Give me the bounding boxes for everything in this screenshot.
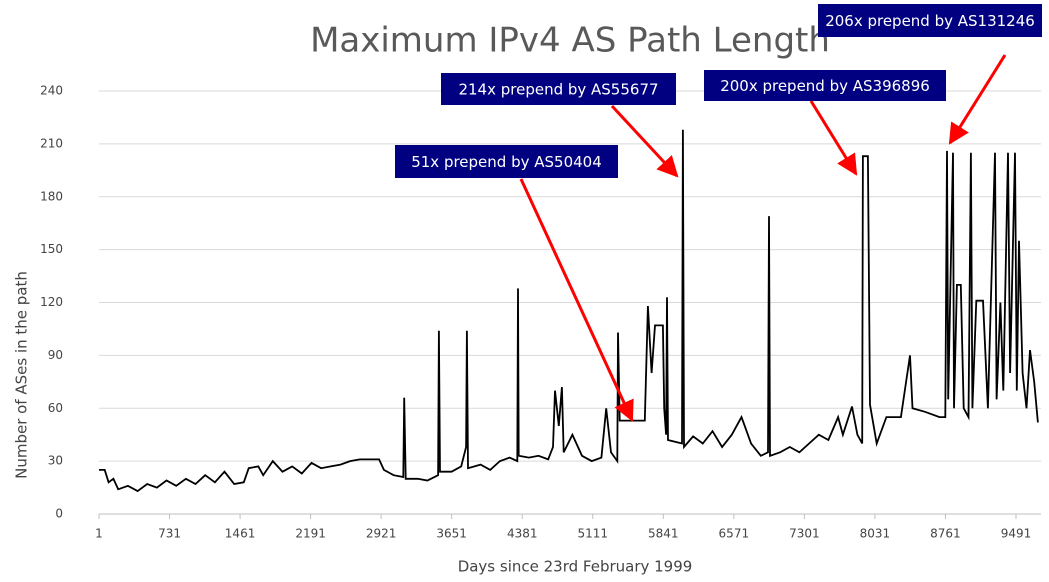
y-tick-label: 240	[40, 84, 63, 98]
annotation-box	[704, 70, 946, 101]
x-tick-label: 6571	[719, 527, 750, 541]
y-tick-label: 120	[40, 295, 63, 309]
annotation-box	[441, 73, 676, 105]
x-tick-label: 4381	[507, 527, 538, 541]
x-tick-label: 731	[158, 527, 181, 541]
x-axis-label: Days since 23rd February 1999	[458, 558, 693, 576]
y-tick-label: 150	[40, 242, 63, 256]
annotation-arrow	[948, 54, 1007, 145]
x-tick-label: 1	[95, 527, 103, 541]
annotation-text: 206x prepend by AS131246	[825, 12, 1035, 30]
annotation-box	[395, 145, 618, 178]
y-tick-label: 60	[48, 401, 63, 415]
x-tick-label: 2191	[295, 527, 326, 541]
x-tick-label: 5841	[648, 527, 679, 541]
annotation-text: 200x prepend by AS396896	[720, 77, 930, 95]
y-tick-label: 0	[55, 507, 63, 521]
x-tick-label: 5111	[577, 527, 608, 541]
y-tick-label: 210	[40, 136, 63, 150]
x-tick-label: 8761	[930, 527, 961, 541]
y-tick-label: 90	[48, 348, 63, 362]
chart-title: Maximum IPv4 AS Path Length	[310, 21, 830, 61]
y-tick-label: 30	[48, 454, 63, 468]
annotation-box	[818, 4, 1042, 37]
x-tick-label: 2921	[366, 527, 397, 541]
data-line	[99, 129, 1039, 493]
x-tick-label: 1461	[225, 527, 256, 541]
y-axis-label: Number of ASes in the path	[13, 271, 31, 479]
annotation-arrow	[519, 178, 634, 422]
y-tick-label: 180	[40, 189, 63, 203]
x-tick-label: 8031	[860, 527, 891, 541]
x-tick-label: 3651	[436, 527, 467, 541]
annotation-arrow	[809, 100, 858, 176]
annotation-text: 214x prepend by AS55677	[458, 81, 658, 99]
annotation-text: 51x prepend by AS50404	[411, 153, 602, 171]
x-tick-label: 9491	[1001, 527, 1032, 541]
x-tick-label: 7301	[789, 527, 820, 541]
annotation-arrow	[610, 104, 679, 178]
